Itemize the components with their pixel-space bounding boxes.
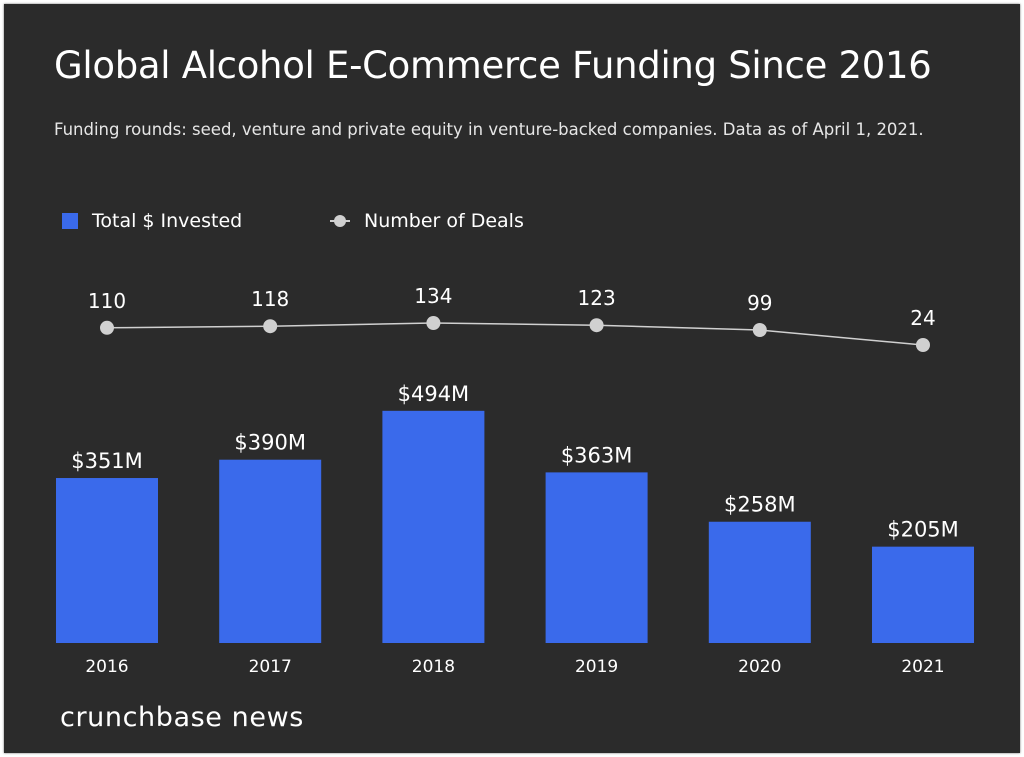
bar-2018 bbox=[382, 410, 485, 643]
legend-label-number-of-deals: Number of Deals bbox=[364, 210, 524, 232]
brand-logo: crunchbase news bbox=[60, 702, 304, 733]
x-tick-label-2016: 2016 bbox=[85, 657, 128, 677]
chart-title: Global Alcohol E-Commerce Funding Since … bbox=[54, 44, 932, 87]
bar-value-label-2019: $363M bbox=[561, 443, 633, 467]
bar-swatch-icon bbox=[62, 213, 78, 229]
bar-2016 bbox=[56, 478, 158, 643]
bar-2021 bbox=[872, 546, 974, 643]
deals-point-2017 bbox=[263, 319, 278, 334]
deals-point-2016 bbox=[100, 320, 114, 335]
x-tick-label-2018: 2018 bbox=[412, 657, 455, 677]
bar-2020 bbox=[708, 521, 811, 643]
deals-point-2018 bbox=[426, 316, 441, 330]
chart-subtitle: Funding rounds: seed, venture and privat… bbox=[54, 120, 924, 139]
legend-label-total-invested: Total $ Invested bbox=[92, 210, 243, 232]
funding-chart: $351M 2016 $390M 2017 $494M 2018 $363M 2019 $258… bbox=[56, 284, 974, 677]
deals-point-2019 bbox=[589, 318, 604, 333]
bar-2017 bbox=[219, 459, 322, 643]
x-tick-label-2021: 2021 bbox=[901, 657, 944, 677]
deals-value-label-2016: 110 bbox=[88, 289, 126, 313]
legend-item-number-of-deals: Number of Deals bbox=[330, 210, 524, 232]
deals-line bbox=[106, 322, 924, 346]
x-tick-label-2020: 2020 bbox=[738, 657, 781, 677]
bar-2019 bbox=[545, 472, 648, 643]
bar-value-label-2021: $205M bbox=[887, 518, 959, 542]
bar-value-label-2017: $390M bbox=[234, 431, 306, 455]
x-tick-label-2017: 2017 bbox=[249, 657, 292, 677]
deals-value-label-2021: 24 bbox=[910, 306, 935, 330]
deals-point-2021 bbox=[916, 338, 930, 352]
bar-value-label-2020: $258M bbox=[724, 493, 796, 517]
bar-value-label-2018: $494M bbox=[398, 382, 470, 406]
bar-value-label-2016: $351M bbox=[71, 449, 143, 473]
deals-value-label-2017: 118 bbox=[251, 287, 289, 311]
legend-item-total-invested: Total $ Invested bbox=[62, 210, 242, 232]
chart-card: Global Alcohol E-Commerce Funding Since … bbox=[4, 4, 1020, 753]
deals-value-label-2020: 99 bbox=[747, 291, 772, 315]
x-tick-label-2019: 2019 bbox=[575, 657, 618, 677]
line-marker-icon bbox=[330, 214, 350, 228]
deals-value-label-2019: 123 bbox=[578, 286, 616, 310]
deals-value-label-2018: 134 bbox=[414, 284, 452, 308]
deals-point-2020 bbox=[752, 323, 767, 337]
